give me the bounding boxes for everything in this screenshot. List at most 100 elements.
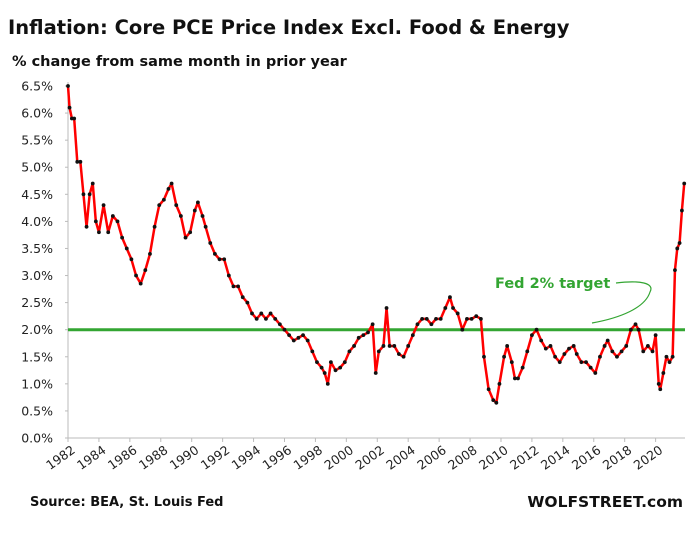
y-tick-label: 0.5% xyxy=(21,403,53,418)
data-point xyxy=(292,339,296,343)
x-tick-label: 2020 xyxy=(631,442,666,473)
data-point xyxy=(665,355,669,359)
data-point xyxy=(125,247,129,251)
x-tick-label: 2016 xyxy=(569,442,604,473)
data-point xyxy=(283,328,287,332)
x-tick-label: 1996 xyxy=(260,442,295,473)
data-point xyxy=(516,377,520,381)
data-point xyxy=(97,230,101,234)
data-point xyxy=(236,284,240,288)
x-tick-label: 1992 xyxy=(198,442,233,473)
data-point xyxy=(603,344,607,348)
x-tick-label: 2006 xyxy=(414,442,449,473)
source: Source: BEA, St. Louis Fed xyxy=(30,495,223,510)
data-point xyxy=(425,317,429,321)
data-point xyxy=(535,328,539,332)
x-tick-label: 1990 xyxy=(167,442,202,473)
data-point xyxy=(269,312,273,316)
data-point xyxy=(255,317,259,321)
data-point xyxy=(460,328,464,332)
data-point xyxy=(494,401,498,405)
y-tick-label: 4.0% xyxy=(21,214,53,229)
data-point xyxy=(310,349,314,353)
data-point xyxy=(371,322,375,326)
data-point xyxy=(448,295,452,299)
data-point xyxy=(487,387,491,391)
data-point xyxy=(584,360,588,364)
data-point xyxy=(397,352,401,356)
data-point xyxy=(572,344,576,348)
data-point xyxy=(392,344,396,348)
data-point xyxy=(264,317,268,321)
data-point xyxy=(562,352,566,356)
data-point xyxy=(72,117,76,121)
data-point xyxy=(482,355,486,359)
data-point xyxy=(245,301,249,305)
data-point xyxy=(598,355,602,359)
y-tick-label: 1.5% xyxy=(21,349,53,364)
data-point xyxy=(658,387,662,391)
data-point xyxy=(474,314,478,318)
data-point xyxy=(678,241,682,245)
data-point xyxy=(85,225,89,229)
data-point xyxy=(120,236,124,240)
data-point xyxy=(162,198,166,202)
target-label: Fed 2% target xyxy=(495,276,610,292)
data-point xyxy=(637,328,641,332)
y-tick-label: 3.5% xyxy=(21,241,53,256)
data-point xyxy=(153,225,157,229)
data-point xyxy=(208,241,212,245)
data-point xyxy=(388,344,392,348)
data-point xyxy=(218,257,222,261)
x-tick-label: 2018 xyxy=(600,442,635,473)
data-point xyxy=(651,349,655,353)
data-point xyxy=(429,322,433,326)
data-point xyxy=(420,317,424,321)
data-point xyxy=(338,366,342,370)
data-point xyxy=(91,182,95,186)
y-tick-label: 4.5% xyxy=(21,187,53,202)
data-point xyxy=(334,368,338,372)
data-point xyxy=(406,344,410,348)
x-tick-label: 1986 xyxy=(105,442,140,473)
y-tick-label: 2.0% xyxy=(21,322,53,337)
x-tick-label: 2004 xyxy=(383,442,418,473)
data-point xyxy=(184,236,188,240)
data-point xyxy=(357,336,361,340)
data-point xyxy=(78,160,82,164)
x-tick-label: 2014 xyxy=(538,442,573,473)
data-point xyxy=(157,203,161,207)
data-point xyxy=(326,382,330,386)
data-point xyxy=(544,347,548,351)
data-point xyxy=(106,230,110,234)
data-point xyxy=(610,349,614,353)
chart-subtitle: % change from same month in prior year xyxy=(12,54,348,70)
data-point xyxy=(521,366,525,370)
data-point xyxy=(470,317,474,321)
data-point xyxy=(624,344,628,348)
data-point xyxy=(682,182,686,186)
data-point xyxy=(675,247,679,251)
y-tick-label: 0.0% xyxy=(21,431,53,446)
data-point xyxy=(525,349,529,353)
y-tick-label: 2.5% xyxy=(21,295,53,310)
data-point xyxy=(250,312,254,316)
data-point xyxy=(382,344,386,348)
data-point xyxy=(273,317,277,321)
data-point xyxy=(116,219,120,223)
data-point xyxy=(170,182,174,186)
x-tick-label: 2002 xyxy=(352,442,387,473)
data-point xyxy=(139,282,143,286)
data-point xyxy=(443,306,447,310)
data-point xyxy=(451,306,455,310)
x-tick-label: 1998 xyxy=(290,442,325,473)
data-point xyxy=(297,336,301,340)
data-point xyxy=(374,371,378,375)
data-point xyxy=(88,192,92,196)
y-tick-label: 5.0% xyxy=(21,160,53,175)
data-point xyxy=(416,322,420,326)
data-point xyxy=(348,349,352,353)
x-tick-label: 1982 xyxy=(43,442,78,473)
